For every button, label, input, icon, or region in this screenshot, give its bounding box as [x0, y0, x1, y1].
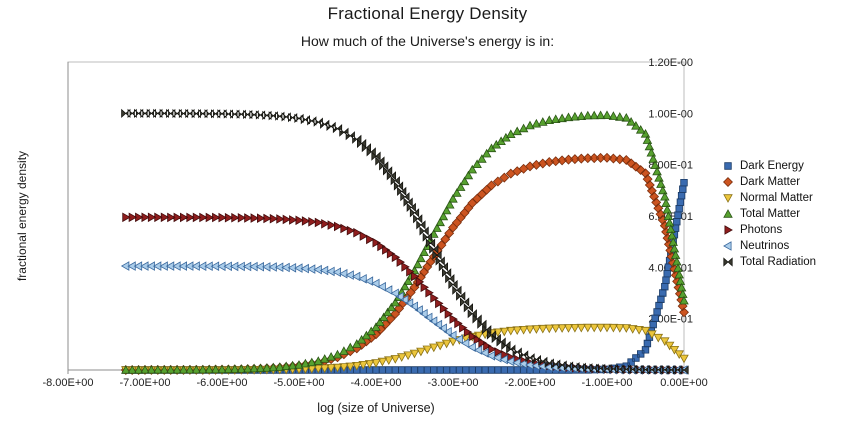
x-tick-label: -1.00E+00 [581, 377, 632, 389]
x-tick-label: -3.00E+00 [427, 377, 478, 389]
legend-item-total-radiation: Total Radiation [721, 254, 816, 270]
dark-matter-marker-icon [723, 177, 733, 187]
normal-matter-marker-icon [723, 194, 733, 203]
x-axis-title: log (size of Universe) [317, 401, 435, 415]
legend-label: Dark Energy [740, 160, 804, 172]
x-tick-label: -8.00E+00 [42, 377, 93, 389]
x-tick-label: -4.00E+00 [350, 377, 401, 389]
legend-label: Total Radiation [740, 256, 817, 268]
x-tick-label: -5.00E+00 [273, 377, 324, 389]
y-tick-label: 1.00E-00 [648, 108, 693, 120]
x-axis-ticks: -8.00E+00 -7.00E+00 -6.00E+00 -5.00E+00 -4.0… [42, 370, 708, 389]
legend-item-dark-matter: Dark Matter [721, 174, 816, 190]
x-tick-label: -2.00E+00 [504, 377, 555, 389]
total-matter-marker-icon [723, 209, 733, 218]
legend-label: Dark Matter [740, 176, 801, 188]
legend-label: Photons [740, 224, 783, 236]
legend-label: Normal Matter [740, 192, 813, 204]
x-tick-label: -6.00E+00 [196, 377, 247, 389]
x-tick-label: -7.00E+00 [119, 377, 170, 389]
legend-item-normal-matter: Normal Matter [721, 190, 816, 206]
series-neutrinos [120, 261, 688, 375]
series-layer [120, 108, 689, 375]
legend-label: Neutrinos [740, 240, 790, 252]
series-total-radiation [121, 108, 689, 375]
chart-subtitle: How much of the Universe's energy is in: [300, 33, 555, 49]
legend-item-total-matter: Total Matter [721, 206, 816, 222]
legend-label: Total Matter [740, 208, 801, 220]
y-tick-label: 2.00E-01 [648, 314, 693, 326]
series-dark-matter [120, 152, 689, 375]
series-total-matter [121, 110, 689, 374]
legend: Dark Energy Dark Matter Normal Matter Total… [721, 158, 816, 270]
dark-energy-marker-icon [724, 162, 732, 170]
photons-marker-icon [724, 225, 733, 235]
series-photons [122, 212, 689, 375]
legend-item-dark-energy: Dark Energy [721, 158, 816, 174]
total-radiation-marker-icon [723, 257, 733, 267]
legend-item-photons: Photons [721, 222, 816, 238]
x-tick-label: 0.00E+00 [660, 377, 707, 389]
y-axis-title: fractional energy density [15, 150, 29, 282]
neutrinos-marker-icon [723, 241, 732, 251]
y-tick-label: 1.20E-00 [648, 57, 693, 69]
chart-title: Fractional Energy Density [327, 4, 528, 23]
legend-item-neutrinos: Neutrinos [721, 238, 816, 254]
series-dark-energy [122, 179, 688, 374]
